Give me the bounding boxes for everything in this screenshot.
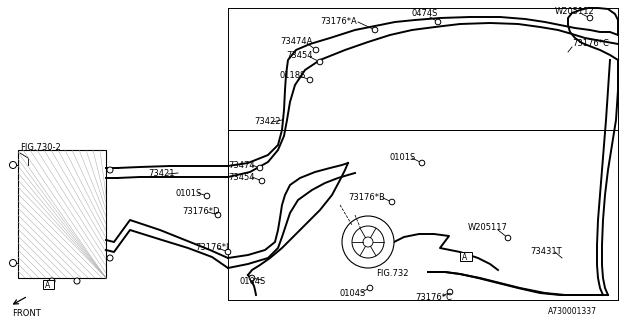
Circle shape [389, 199, 395, 205]
Circle shape [257, 165, 263, 171]
Text: 73431T: 73431T [530, 247, 562, 257]
Text: 73474A: 73474A [280, 37, 312, 46]
Circle shape [352, 226, 384, 258]
Text: FIG.730-2: FIG.730-2 [20, 143, 61, 153]
Text: 73176*D: 73176*D [182, 207, 220, 217]
Bar [18, 150, 106, 278]
Circle shape [107, 167, 113, 173]
Circle shape [317, 59, 323, 65]
Circle shape [447, 289, 453, 295]
Circle shape [259, 178, 265, 184]
Text: 73176*C: 73176*C [572, 39, 609, 49]
Circle shape [363, 237, 373, 247]
Circle shape [435, 19, 441, 25]
Text: W205117: W205117 [468, 223, 508, 233]
Text: 73454: 73454 [286, 52, 312, 60]
Circle shape [10, 260, 17, 267]
Circle shape [249, 275, 255, 281]
Text: 0101S: 0101S [175, 188, 201, 197]
Text: 73176*C: 73176*C [415, 293, 452, 302]
Text: W205112: W205112 [555, 6, 595, 15]
Circle shape [419, 160, 425, 166]
Circle shape [588, 15, 593, 21]
Text: 0118S: 0118S [280, 70, 307, 79]
Circle shape [367, 285, 372, 291]
Circle shape [10, 162, 17, 169]
Circle shape [107, 255, 113, 261]
Circle shape [505, 235, 511, 241]
Text: FRONT: FRONT [12, 308, 41, 317]
Circle shape [225, 249, 231, 255]
Text: 73176*I: 73176*I [195, 244, 228, 252]
Circle shape [74, 278, 80, 284]
Text: 73454: 73454 [228, 172, 255, 181]
Text: 73176*B: 73176*B [348, 194, 385, 203]
Circle shape [215, 212, 221, 218]
Text: 0104S: 0104S [340, 290, 366, 299]
Text: 0101S: 0101S [390, 154, 416, 163]
Text: FIG.732: FIG.732 [376, 268, 408, 277]
Text: 73474: 73474 [228, 161, 255, 170]
Text: A730001337: A730001337 [548, 307, 597, 316]
Circle shape [313, 47, 319, 53]
Text: 0104S: 0104S [240, 277, 266, 286]
Circle shape [307, 77, 313, 83]
Text: 73422: 73422 [254, 117, 280, 126]
Text: 73421: 73421 [148, 170, 175, 179]
Text: 73176*A: 73176*A [320, 18, 356, 27]
FancyBboxPatch shape [460, 252, 472, 261]
Circle shape [342, 216, 394, 268]
Text: A: A [45, 281, 51, 290]
FancyBboxPatch shape [43, 280, 54, 289]
Circle shape [204, 193, 210, 199]
Text: A: A [462, 252, 467, 261]
Circle shape [49, 278, 55, 284]
Circle shape [372, 27, 378, 33]
Text: 0474S: 0474S [412, 10, 438, 19]
